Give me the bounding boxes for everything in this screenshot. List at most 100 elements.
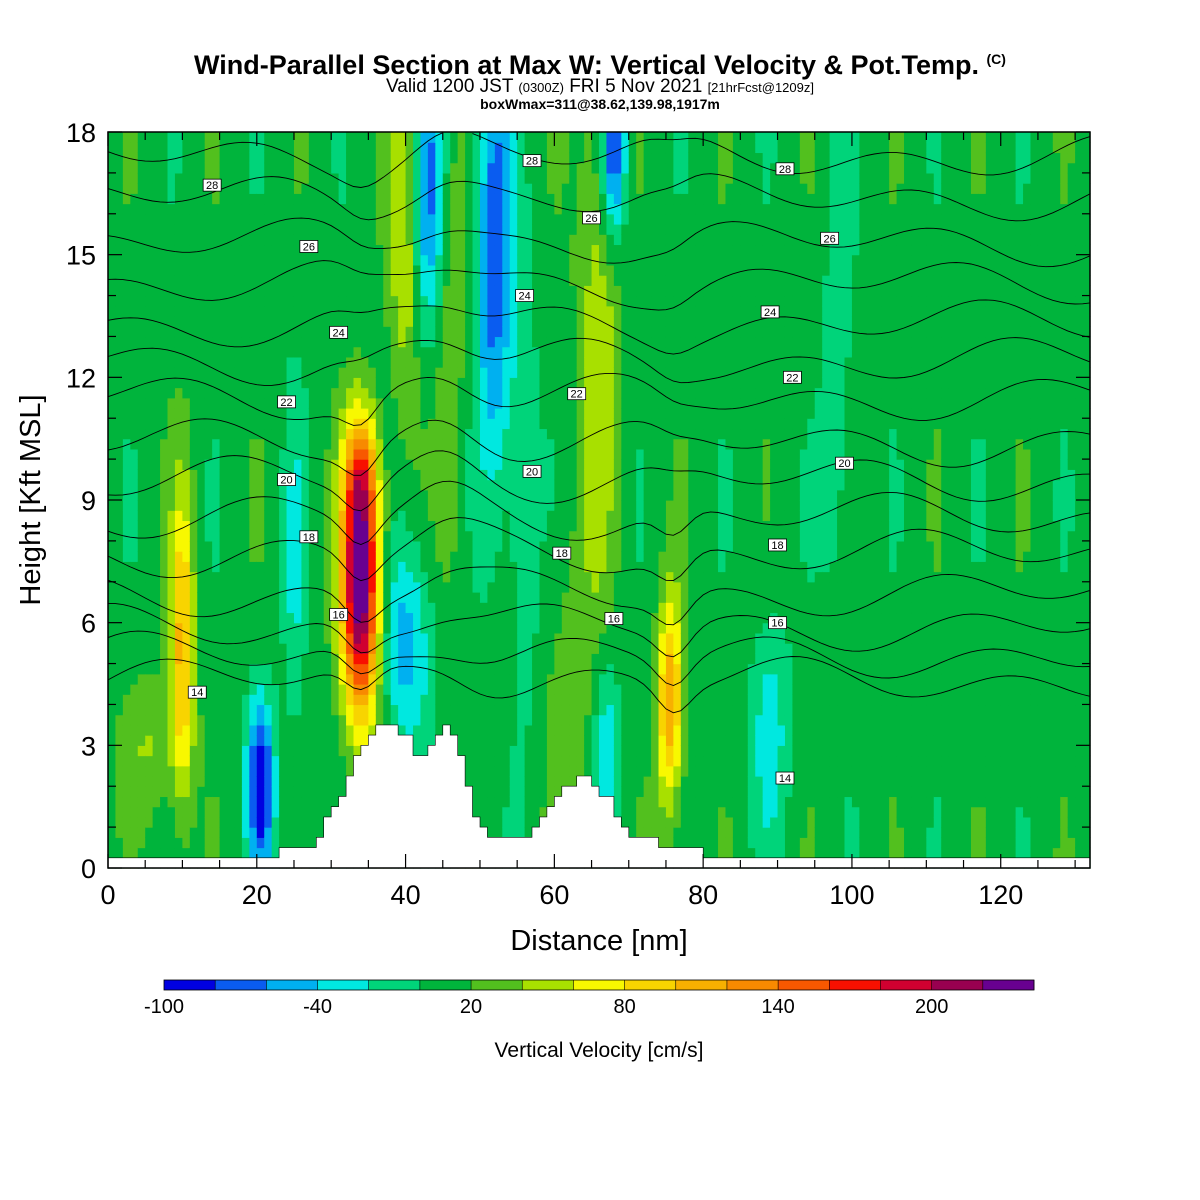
velocity-cell — [487, 285, 496, 297]
velocity-cell — [569, 684, 578, 695]
velocity-cell — [323, 264, 332, 276]
velocity-cell — [532, 244, 541, 256]
velocity-cell — [219, 305, 228, 317]
velocity-cell — [256, 643, 265, 654]
velocity-cell — [152, 428, 161, 440]
velocity-cell — [509, 438, 518, 450]
velocity-cell — [174, 745, 183, 757]
velocity-cell — [323, 418, 332, 430]
velocity-cell — [457, 132, 466, 143]
velocity-cell — [494, 510, 503, 522]
velocity-cell — [338, 786, 347, 798]
velocity-cell — [241, 735, 250, 746]
velocity-cell — [532, 408, 541, 419]
velocity-cell — [599, 397, 608, 409]
velocity-cell — [368, 326, 377, 338]
velocity-cell — [323, 367, 332, 378]
velocity-cell — [576, 316, 585, 327]
velocity-cell — [621, 663, 630, 675]
velocity-cell — [338, 776, 347, 787]
velocity-cell — [532, 765, 541, 777]
velocity-cell — [219, 346, 228, 358]
velocity-cell — [584, 653, 593, 665]
velocity-cell — [427, 336, 436, 348]
velocity-cell — [174, 397, 183, 409]
velocity-cell — [353, 663, 362, 675]
velocity-cell — [591, 714, 600, 726]
velocity-cell — [227, 551, 236, 562]
velocity-cell — [160, 397, 169, 409]
velocity-cell — [122, 295, 131, 307]
velocity-cell — [561, 305, 570, 317]
velocity-cell — [331, 735, 340, 746]
velocity-cell — [494, 397, 503, 409]
velocity-cell — [413, 285, 422, 297]
velocity-cell — [212, 663, 221, 675]
velocity-cell — [591, 254, 600, 266]
velocity-cell — [494, 816, 503, 828]
velocity-cell — [584, 142, 593, 154]
velocity-cell — [338, 418, 347, 430]
velocity-cell — [465, 356, 474, 368]
velocity-cell — [539, 755, 548, 767]
velocity-cell — [599, 356, 608, 368]
velocity-cell — [182, 459, 191, 470]
velocity-cell — [256, 745, 265, 757]
velocity-cell — [599, 193, 608, 205]
velocity-cell — [465, 254, 474, 266]
velocity-cell — [599, 316, 608, 327]
velocity-cell — [487, 254, 496, 266]
velocity-cell — [256, 162, 265, 174]
velocity-cell — [174, 326, 183, 338]
velocity-cell — [256, 827, 265, 838]
velocity-cell — [472, 132, 481, 143]
velocity-cell — [108, 704, 117, 716]
velocity-cell — [487, 428, 496, 440]
velocity-cell — [353, 745, 362, 757]
velocity-cell — [420, 724, 429, 736]
velocity-cell — [137, 438, 146, 450]
velocity-cell — [479, 377, 489, 389]
velocity-cell — [606, 183, 615, 194]
velocity-cell — [212, 132, 221, 143]
velocity-cell — [301, 520, 310, 532]
velocity-cell — [197, 806, 206, 818]
velocity-cell — [152, 132, 161, 143]
velocity-cell — [502, 489, 511, 501]
velocity-cell — [346, 500, 355, 511]
velocity-cell — [353, 469, 362, 481]
velocity-cell — [197, 510, 206, 522]
velocity-cell — [360, 336, 369, 348]
velocity-cell — [204, 735, 213, 746]
velocity-cell — [368, 448, 377, 460]
velocity-cell — [517, 632, 526, 644]
velocity-cell — [390, 367, 399, 378]
velocity-cell — [375, 336, 384, 348]
velocity-cell — [487, 735, 496, 746]
velocity-cell — [182, 275, 191, 286]
velocity-cell — [122, 643, 131, 654]
velocity-cell — [502, 663, 511, 675]
velocity-cell — [368, 387, 377, 399]
velocity-cell — [308, 397, 317, 409]
velocity-cell — [420, 346, 429, 358]
velocity-cell — [517, 786, 526, 798]
velocity-cell — [375, 326, 384, 338]
velocity-cell — [152, 684, 161, 695]
velocity-cell — [539, 561, 548, 573]
velocity-cell — [360, 622, 369, 634]
velocity-cell — [509, 653, 518, 665]
velocity-cell — [509, 520, 518, 532]
velocity-cell — [561, 408, 570, 419]
velocity-cell — [212, 172, 221, 184]
velocity-cell — [591, 162, 600, 174]
velocity-cell — [442, 244, 451, 256]
velocity-cell — [524, 776, 533, 787]
velocity-cell — [308, 489, 317, 501]
velocity-cell — [182, 387, 191, 399]
velocity-cell — [115, 356, 124, 368]
velocity-cell — [227, 765, 236, 777]
velocity-cell — [346, 684, 355, 695]
velocity-cell — [293, 765, 303, 777]
velocity-cell — [546, 673, 555, 685]
